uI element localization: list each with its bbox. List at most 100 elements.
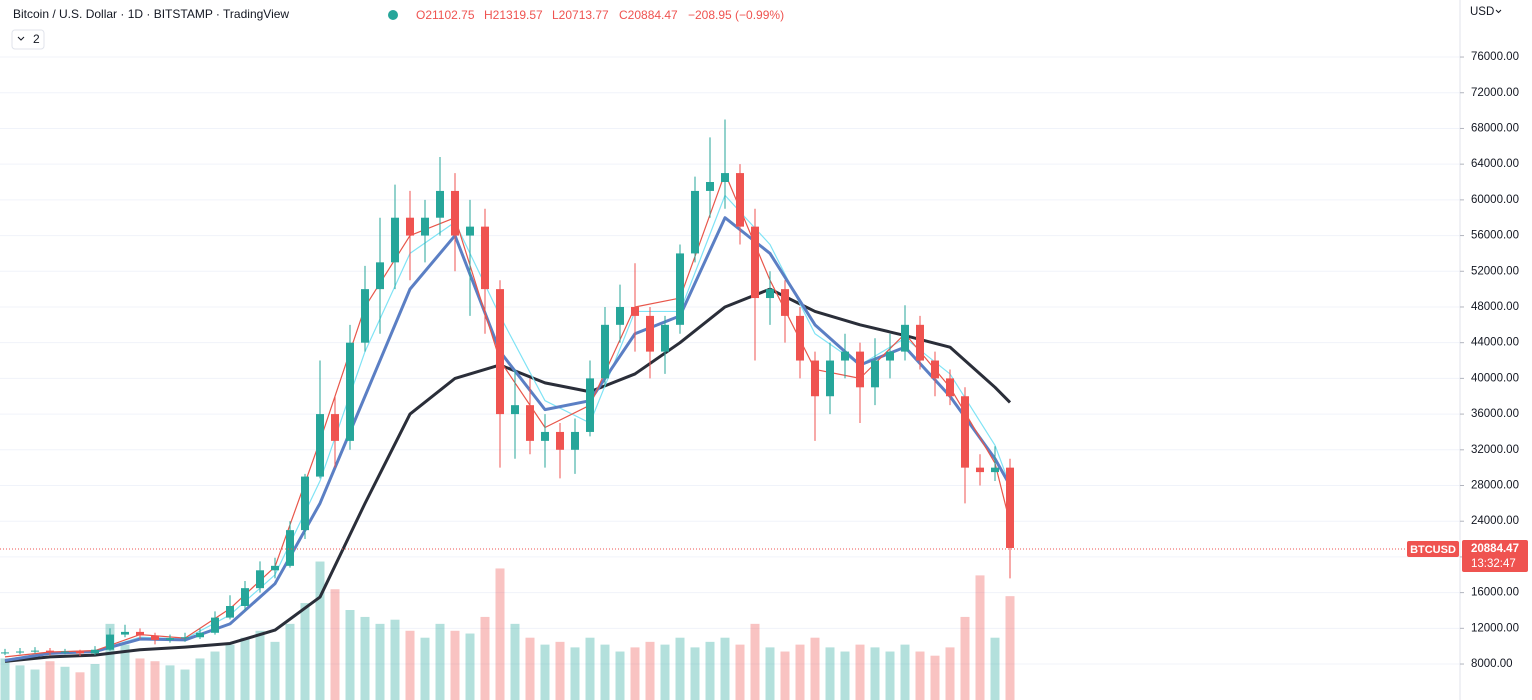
y-tick-label: 72000.00: [1471, 87, 1519, 99]
candle-body: [1, 652, 9, 654]
candle-body: [616, 306, 624, 325]
countdown-label: 13:32:47: [1471, 558, 1516, 570]
candle-body: [811, 360, 819, 397]
symbol-label: BTCUSD: [1410, 544, 1456, 556]
candle-body: [961, 396, 969, 468]
volume-bar: [840, 651, 850, 700]
candle-body: [451, 190, 459, 236]
volume-bar: [165, 665, 175, 700]
volume-bar: [555, 641, 565, 700]
candle-body: [946, 378, 954, 397]
candle-body: [541, 431, 549, 441]
candle-body: [346, 342, 354, 441]
candle-body: [871, 360, 879, 388]
y-tick-label: 68000.00: [1471, 122, 1519, 134]
volume-bar: [435, 623, 445, 700]
candle-body: [691, 190, 699, 254]
candle-body: [301, 476, 309, 531]
volume-bar: [990, 637, 1000, 700]
candle-body: [901, 324, 909, 352]
candle-body: [781, 289, 789, 316]
ohlc-high: H21319.57: [484, 8, 543, 22]
candle-body: [91, 649, 99, 654]
volume-bar: [795, 644, 805, 700]
candle-body: [226, 606, 234, 618]
candle-body: [361, 289, 369, 343]
volume-bar: [90, 664, 100, 700]
candle-body: [751, 226, 759, 299]
candle-body: [421, 217, 429, 236]
candle-body: [136, 631, 144, 636]
price-tag: [1462, 540, 1528, 573]
volume-bar: [180, 669, 190, 700]
candle-body: [916, 324, 924, 361]
volume-bar: [855, 644, 865, 700]
volume-bar: [480, 616, 490, 700]
volume-bar: [495, 568, 505, 700]
y-tick-label: 40000.00: [1471, 372, 1519, 384]
volume-bar: [645, 641, 655, 700]
volume-bar: [0, 658, 10, 700]
currency-menu[interactable]: USD: [1470, 6, 1494, 18]
y-tick-label: 76000.00: [1471, 51, 1519, 63]
moving-average: [4, 287, 1012, 663]
candle-body: [316, 414, 324, 477]
volume-bar: [240, 637, 250, 700]
candle-body: [976, 467, 984, 473]
chevron: [17, 36, 25, 41]
volume-bar: [900, 644, 910, 700]
candle-body: [796, 315, 804, 361]
moving-average: [4, 216, 1012, 662]
volume-bar: [1005, 596, 1015, 700]
candle-body: [406, 217, 414, 236]
candle-body: [106, 634, 114, 650]
y-tick-label: 60000.00: [1471, 194, 1519, 206]
price-change: −208.95 (−0.99%): [688, 8, 784, 22]
volume-bar: [570, 647, 580, 700]
volume-bar: [810, 637, 820, 700]
candle-body: [706, 182, 714, 191]
volume-bar: [825, 647, 835, 700]
candle-body: [646, 315, 654, 352]
y-tick-label: 8000.00: [1471, 658, 1513, 670]
volume-bar: [150, 661, 160, 700]
volume-bar: [675, 637, 685, 700]
candle-body: [151, 635, 159, 640]
volume-bar: [765, 647, 775, 700]
volume-bar: [255, 630, 265, 700]
candle-body: [76, 651, 84, 654]
volume-bar: [510, 623, 520, 700]
candle-body: [601, 324, 609, 379]
volume-bar: [600, 644, 610, 700]
candle-body: [856, 351, 864, 388]
volume-bar: [375, 623, 385, 700]
moving-average: [4, 172, 1011, 658]
market-status[interactable]: [388, 10, 398, 20]
volume-bar: [390, 619, 400, 700]
volume-bar: [300, 603, 310, 700]
candle-body: [16, 651, 24, 653]
candle-body: [1006, 467, 1014, 548]
y-tick-label: 24000.00: [1471, 515, 1519, 527]
candle-body: [331, 414, 339, 441]
volume-bar: [75, 672, 85, 700]
volume-bar: [630, 647, 640, 700]
volume-bar: [45, 661, 55, 700]
indicator-toggle[interactable]: [11, 29, 45, 50]
volume-bar: [60, 666, 70, 700]
candle-body: [376, 262, 384, 290]
volume-bar: [705, 641, 715, 700]
header-title: Bitcoin / U.S. Dollar · 1D · BITSTAMP · …: [13, 7, 289, 21]
volume-bar: [135, 658, 145, 700]
price-label: 20884.47: [1471, 543, 1519, 555]
y-tick-label: 12000.00: [1471, 622, 1519, 634]
volume-bar: [225, 644, 235, 700]
candle-body: [196, 632, 204, 638]
candle-body: [661, 324, 669, 352]
y-tick-label: 52000.00: [1471, 265, 1519, 277]
volume-bar: [15, 665, 25, 700]
volume-bar: [285, 623, 295, 700]
volume-bar: [360, 616, 370, 700]
